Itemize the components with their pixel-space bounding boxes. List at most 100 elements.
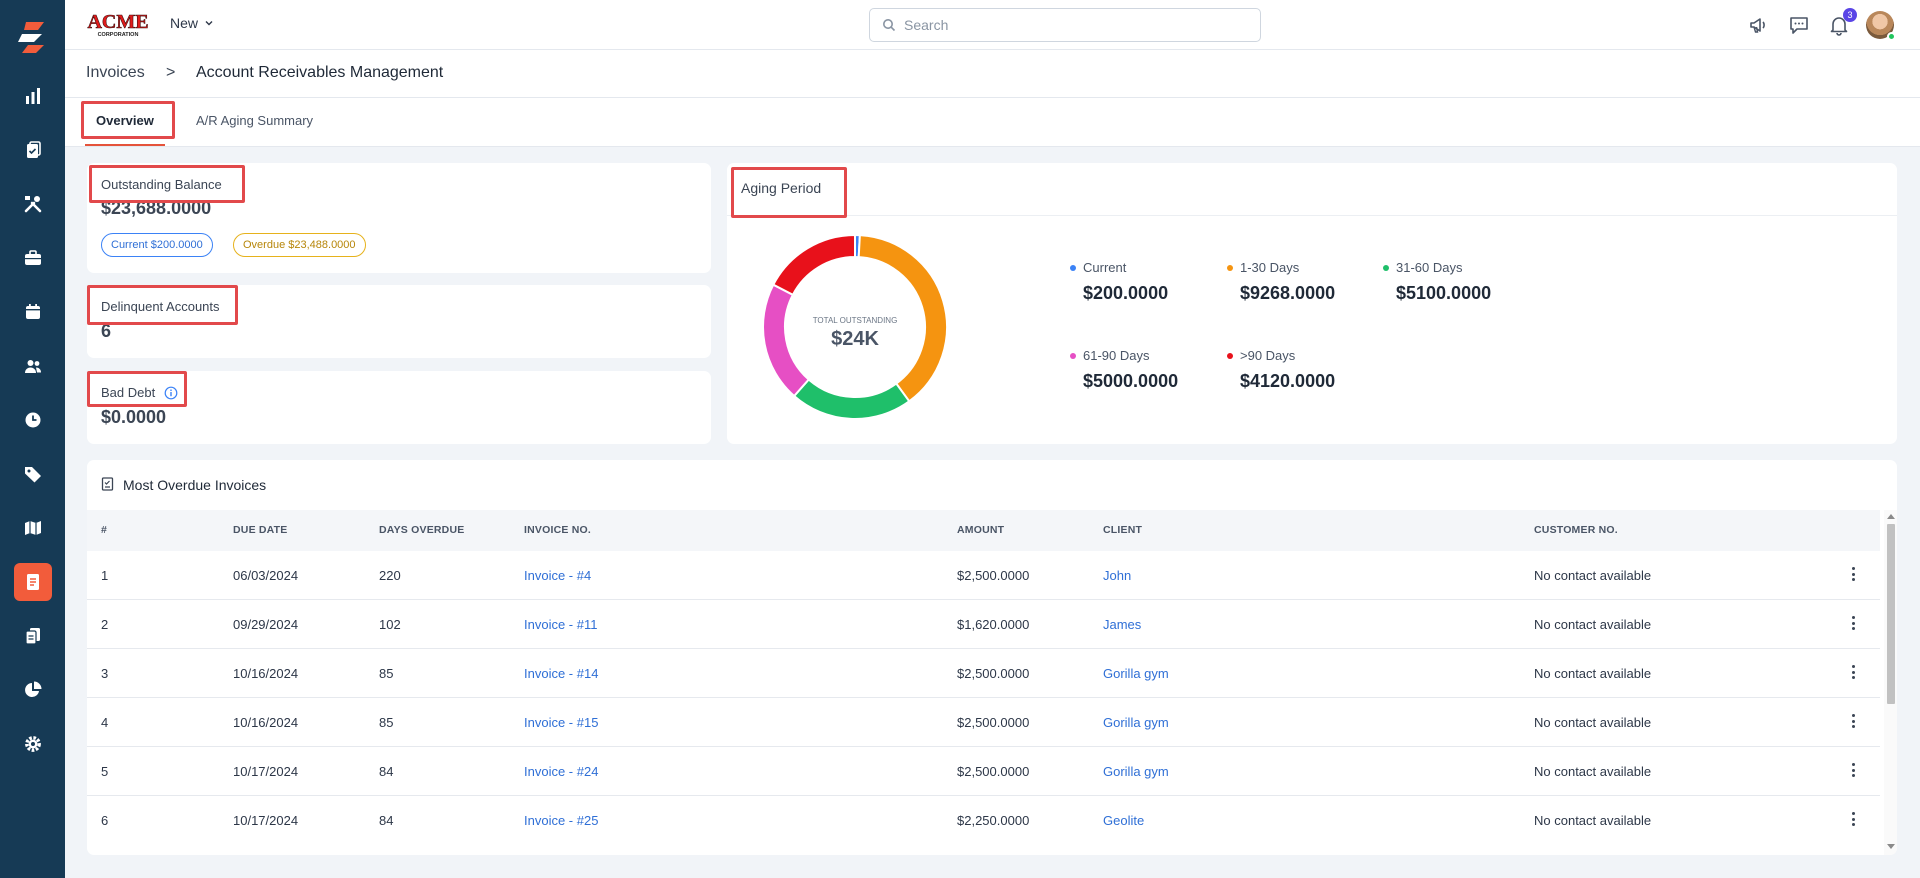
donut-segment-61-90[interactable] (762, 283, 811, 398)
donut-center-value: $24K (831, 328, 879, 350)
search-box[interactable] (869, 8, 1261, 42)
svg-text:CORPORATION: CORPORATION (98, 32, 139, 38)
new-menu-label: New (170, 15, 199, 31)
legend-value-61-90: $5000.0000 (1083, 371, 1179, 391)
col-header-amount[interactable]: AMOUNT (957, 524, 1005, 536)
row-invoice-link[interactable]: Invoice - #4 (524, 568, 592, 583)
col-header-client[interactable]: CLIENT (1103, 524, 1143, 536)
row-invoice-link[interactable]: Invoice - #15 (524, 715, 599, 730)
row-client-link[interactable]: Geolite (1103, 813, 1145, 828)
row-client-link[interactable]: James (1103, 617, 1142, 632)
row-amount: $2,500.0000 (957, 568, 1030, 583)
sidebar-item-map[interactable] (14, 509, 52, 547)
row-actions-menu-icon[interactable] (1849, 664, 1857, 680)
company-logo[interactable]: ACME CORPORATION (85, 10, 151, 38)
online-status-indicator (1887, 32, 1896, 41)
row-actions-menu-icon[interactable] (1849, 762, 1857, 778)
row-invoice-link[interactable]: Invoice - #14 (524, 666, 599, 681)
active-tab-indicator (85, 144, 165, 146)
row-client-link[interactable]: Gorilla gym (1103, 666, 1169, 681)
sidebar-item-documents[interactable] (14, 617, 52, 655)
notification-count-badge: 3 (1843, 8, 1857, 22)
search-input[interactable] (904, 17, 1244, 33)
top-bar: ACME CORPORATION New 3 (65, 0, 1920, 50)
overdue-balance-pill: Overdue $23,488.0000 (233, 233, 366, 257)
row-client-link[interactable]: John (1103, 568, 1132, 583)
table-row[interactable]: 6 10/17/2024 84 Invoice - #25 $2,250.000… (87, 796, 1880, 845)
row-actions-menu-icon[interactable] (1849, 713, 1857, 729)
row-due-date: 10/17/2024 (233, 813, 299, 828)
sidebar-item-users[interactable] (14, 347, 52, 385)
row-customer-no: No contact available (1534, 617, 1652, 632)
row-invoice-link[interactable]: Invoice - #25 (524, 813, 599, 828)
row-invoice-link[interactable]: Invoice - #11 (524, 617, 598, 632)
row-due-date: 06/03/2024 (233, 568, 299, 583)
row-actions-menu-icon[interactable] (1849, 566, 1857, 582)
bad-debt-value: $0.0000 (101, 407, 167, 427)
legend-dot-current (1070, 264, 1076, 271)
bad-debt-label: Bad Debt (101, 385, 156, 400)
outstanding-balance-label: Outstanding Balance (101, 177, 222, 192)
legend-current: Current $200.0000 (1070, 260, 1168, 304)
row-actions-menu-icon[interactable] (1849, 615, 1857, 631)
table-row[interactable]: 5 10/17/2024 84 Invoice - #24 $2,500.000… (87, 747, 1880, 796)
table-title: Most Overdue Invoices (123, 477, 267, 493)
scrollbar-thumb[interactable] (1887, 524, 1895, 704)
tab-ar-aging-summary[interactable]: A/R Aging Summary (196, 113, 314, 128)
row-invoice-link[interactable]: Invoice - #24 (524, 764, 599, 779)
table-row[interactable]: 4 10/16/2024 85 Invoice - #15 $2,500.000… (87, 698, 1880, 747)
sidebar-item-calendar[interactable] (14, 293, 52, 331)
sidebar-item-invoices[interactable] (14, 563, 52, 601)
col-header-invoice-no[interactable]: INVOICE NO. (524, 524, 591, 536)
row-actions-menu-icon[interactable] (1849, 811, 1857, 827)
messages-button[interactable] (1787, 13, 1811, 37)
delinquent-accounts-label: Delinquent Accounts (101, 299, 220, 314)
calendar-icon (26, 304, 40, 319)
app-logo-icon[interactable] (14, 18, 52, 56)
sidebar-item-reports[interactable] (14, 671, 52, 709)
users-icon (25, 360, 41, 373)
table-row[interactable]: 1 06/03/2024 220 Invoice - #4 $2,500.000… (87, 551, 1880, 600)
aging-period-title: Aging Period (741, 180, 822, 196)
sidebar-item-tools[interactable] (14, 185, 52, 223)
col-header-customer-no[interactable]: CUSTOMER NO. (1534, 524, 1618, 536)
tab-overview[interactable]: Overview (96, 113, 154, 128)
table-row[interactable]: 2 09/29/2024 102 Invoice - #11 $1,620.00… (87, 600, 1880, 649)
sidebar-item-settings[interactable] (14, 725, 52, 763)
table-scrollbar[interactable] (1884, 510, 1897, 855)
bell-icon (1830, 17, 1848, 36)
new-menu-button[interactable]: New (170, 15, 214, 31)
bar-chart-icon (26, 88, 40, 104)
legend-dot-over-90 (1227, 352, 1233, 359)
row-customer-no: No contact available (1534, 764, 1652, 779)
sidebar-item-dashboard[interactable] (14, 77, 52, 115)
scroll-up-arrow-icon[interactable] (1887, 514, 1895, 519)
donut-segment-over-90[interactable] (771, 233, 856, 297)
sidebar-item-tasks[interactable] (14, 131, 52, 169)
donut-segment-31-60[interactable] (792, 378, 911, 420)
scroll-down-arrow-icon[interactable] (1887, 844, 1895, 849)
row-amount: $2,500.0000 (957, 715, 1030, 730)
row-due-date: 10/16/2024 (233, 666, 299, 681)
sidebar-item-jobs[interactable] (14, 239, 52, 277)
row-client-link[interactable]: Gorilla gym (1103, 715, 1169, 730)
row-number: 4 (101, 715, 109, 730)
breadcrumb-invoices-link[interactable]: Invoices (86, 64, 145, 81)
notifications-button[interactable]: 3 (1827, 8, 1857, 37)
legend-label-31-60: 31-60 Days (1396, 260, 1463, 275)
info-icon[interactable] (164, 386, 178, 400)
col-header-number[interactable]: # (101, 524, 108, 536)
row-customer-no: No contact available (1534, 568, 1652, 583)
table-row[interactable]: 3 10/16/2024 85 Invoice - #14 $2,500.000… (87, 649, 1880, 698)
announcements-button[interactable] (1747, 13, 1771, 37)
user-avatar[interactable] (1866, 11, 1896, 41)
delinquent-accounts-card: Delinquent Accounts 6 (87, 285, 711, 358)
donut-center-label: TOTAL OUTSTANDING (813, 316, 898, 325)
legend-label-61-90: 61-90 Days (1083, 348, 1150, 363)
row-customer-no: No contact available (1534, 666, 1652, 681)
row-client-link[interactable]: Gorilla gym (1103, 764, 1169, 779)
col-header-due-date[interactable]: DUE DATE (233, 524, 288, 536)
col-header-days-overdue[interactable]: DAYS OVERDUE (379, 524, 465, 536)
sidebar-item-time[interactable] (14, 401, 52, 439)
sidebar-item-pricing[interactable] (14, 455, 52, 493)
